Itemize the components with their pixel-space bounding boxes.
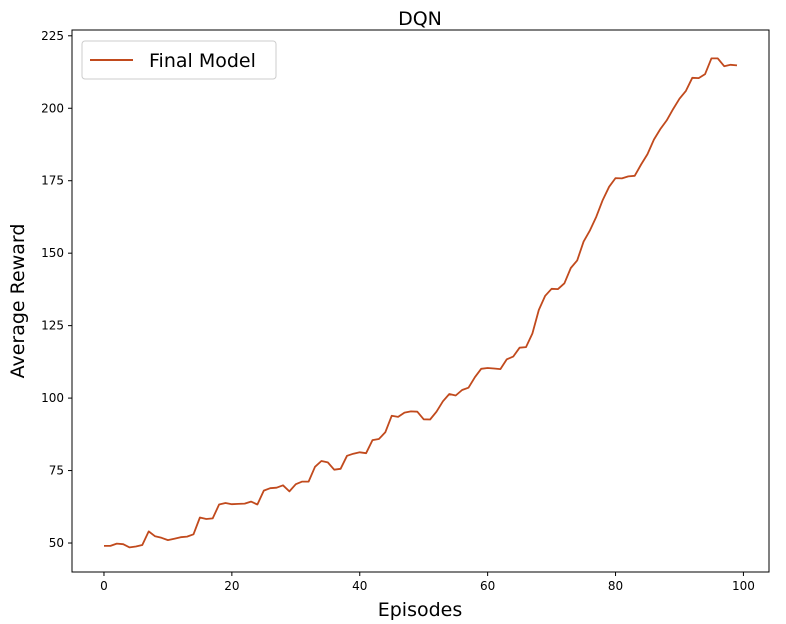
x-tick-label: 20: [224, 579, 239, 593]
x-tick-label: 60: [480, 579, 495, 593]
y-tick-label: 125: [41, 319, 64, 333]
chart-title: DQN: [398, 8, 442, 30]
y-tick-label: 50: [49, 536, 64, 550]
y-tick-label: 100: [41, 391, 64, 405]
x-axis-label: Episodes: [378, 599, 463, 621]
legend: Final Model: [81, 40, 277, 80]
x-tick-label: 0: [100, 579, 108, 593]
legend-box: [81, 40, 277, 80]
y-axis-label: Average Reward: [7, 224, 29, 379]
x-tick-label: 40: [352, 579, 367, 593]
series-group: [104, 57, 738, 549]
y-axis-ticks: 50 75 100 125 150 175 200 225: [41, 29, 72, 550]
x-axis-ticks: 0 20 40 60 80 100: [100, 572, 755, 593]
plot-area: [71, 29, 770, 573]
x-tick-label: 100: [732, 579, 755, 593]
y-tick-label: 150: [41, 246, 64, 260]
y-tick-label: 75: [49, 464, 64, 478]
y-tick-label: 225: [41, 29, 64, 43]
y-tick-label: 175: [41, 174, 64, 188]
legend-label: Final Model: [149, 50, 256, 72]
series-line-final-model: [104, 57, 738, 549]
y-tick-label: 200: [41, 101, 64, 115]
x-tick-label: 80: [608, 579, 623, 593]
